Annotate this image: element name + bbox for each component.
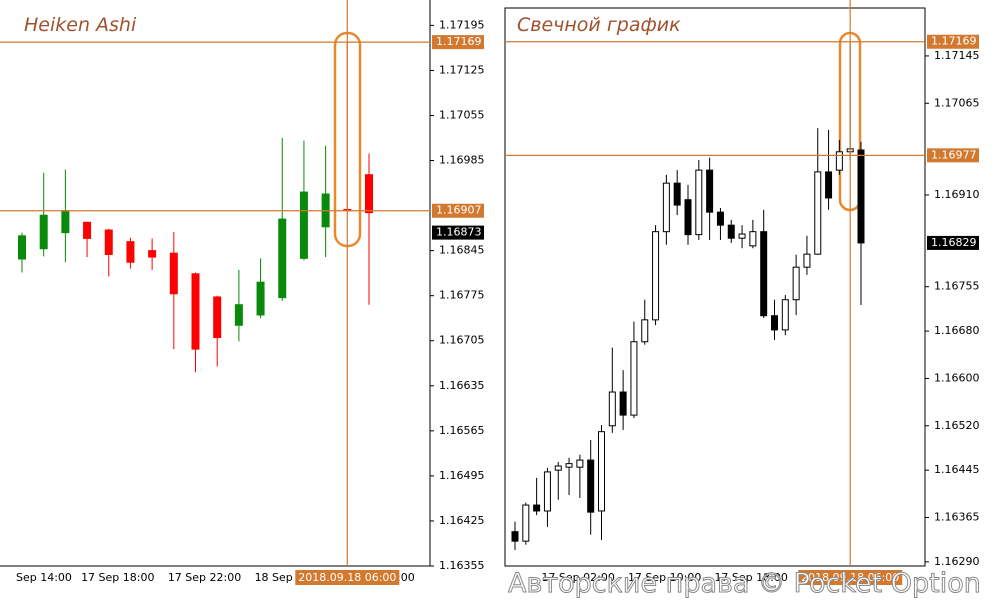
candle-body (706, 169, 714, 213)
candle-body (792, 266, 800, 301)
y-tick-label: 1.16290 (934, 555, 980, 568)
level-label-box (432, 35, 484, 50)
y-tick-label: 1.17125 (439, 63, 485, 76)
candle-body (587, 459, 595, 513)
candle-body (278, 218, 287, 299)
candle-body (695, 169, 703, 236)
chart-title: Свечной график (517, 14, 681, 36)
candle-body (803, 253, 811, 268)
candle-body (543, 471, 551, 512)
candle-body (825, 171, 833, 199)
y-tick-label: 1.16775 (439, 289, 485, 302)
y-tick-label: 1.16520 (934, 419, 980, 432)
candle-body (533, 504, 541, 512)
level-label: 1.16977 (931, 148, 977, 161)
panel-border (504, 7, 926, 567)
candle-body (61, 210, 70, 234)
x-tick-label: 17 Sep 22:00 (168, 571, 241, 584)
level-label-box (432, 203, 484, 218)
y-tick-label: 1.17055 (439, 108, 485, 121)
candle-body (630, 341, 638, 416)
candle-body (738, 233, 746, 239)
level-label: 1.17169 (436, 35, 482, 48)
last-price-label: 1.16873 (436, 226, 482, 239)
candle-body (716, 211, 724, 226)
y-tick-label: 1.16425 (439, 514, 485, 527)
y-tick-label: 1.16705 (439, 334, 485, 347)
last-price-box (927, 235, 979, 250)
level-label-box (927, 34, 979, 49)
candle-body (365, 174, 373, 214)
level-label: 1.16907 (436, 204, 482, 217)
x-tick-label: Sep 14:00 (16, 571, 72, 584)
candle-body (662, 182, 670, 233)
candle-body (83, 221, 92, 239)
y-tick-label: 1.17195 (439, 18, 485, 31)
y-tick-label: 1.16495 (439, 469, 485, 482)
chart-title: Heiken Ashi (24, 14, 137, 36)
candle-body (256, 281, 265, 316)
candle-body (857, 149, 865, 244)
candle-body (760, 231, 768, 317)
candle-body (511, 531, 519, 542)
x-tick-label: 17 Sep 18:00 (81, 571, 154, 584)
level-label: 1.17169 (931, 35, 977, 48)
candle-body (522, 504, 530, 542)
candle-body (299, 191, 308, 259)
y-tick-label: 1.16910 (934, 188, 980, 201)
crosshair-label-box (798, 570, 903, 585)
candle-body (727, 224, 735, 239)
candle-body (191, 273, 200, 350)
x-tick-label: 17 Sep 18:00 (714, 571, 787, 584)
candle-body (169, 252, 178, 295)
candle-body (684, 199, 692, 236)
candle-body (814, 171, 822, 255)
y-tick-label: 1.16600 (934, 371, 980, 384)
candle-body (554, 465, 562, 471)
y-tick-label: 1.17065 (934, 96, 980, 109)
watermark: Авторские права © Pocket Option (508, 568, 981, 599)
candle-body (104, 229, 113, 255)
level-label-box (927, 148, 979, 163)
candle-body (771, 315, 778, 331)
candle-body (565, 463, 573, 468)
candle-body (213, 296, 222, 339)
crosshair-label: 2018.09.18 06:00 (298, 571, 396, 584)
candle-body (835, 151, 843, 171)
candle-body (749, 231, 757, 247)
y-tick-label: 1.16445 (934, 463, 980, 476)
candle-body (148, 250, 157, 258)
candle-body (126, 241, 135, 263)
candle-body (18, 235, 26, 260)
y-tick-label: 1.16755 (934, 280, 980, 293)
candle-body (781, 299, 789, 331)
candle-body (641, 319, 649, 343)
candle-body (673, 182, 681, 206)
y-tick-label: 1.17145 (934, 49, 980, 62)
candle-body (652, 231, 660, 321)
crosshair-label-box (295, 570, 400, 585)
y-tick-label: 1.16680 (934, 324, 980, 337)
last-price-label: 1.16829 (931, 236, 977, 249)
y-tick-label: 1.16845 (439, 244, 485, 257)
crosshair-label: 2018.09.18 06:00 (801, 571, 899, 584)
y-tick-label: 1.16985 (439, 154, 485, 167)
x-tick-label: 17 Sep 02:00 (541, 571, 614, 584)
candle-body (234, 304, 243, 326)
candle-body (608, 391, 616, 427)
y-tick-label: 1.16355 (439, 559, 485, 572)
y-tick-label: 1.16565 (439, 424, 485, 437)
candle-body (576, 459, 584, 468)
x-tick-label: 17 Sep 10:00 (628, 571, 701, 584)
y-tick-label: 1.16635 (439, 379, 485, 392)
y-tick-label: 1.16365 (934, 510, 980, 523)
candle-body (598, 431, 605, 512)
last-price-box (432, 225, 484, 240)
candle-body (619, 391, 627, 416)
candle-body (39, 214, 48, 250)
